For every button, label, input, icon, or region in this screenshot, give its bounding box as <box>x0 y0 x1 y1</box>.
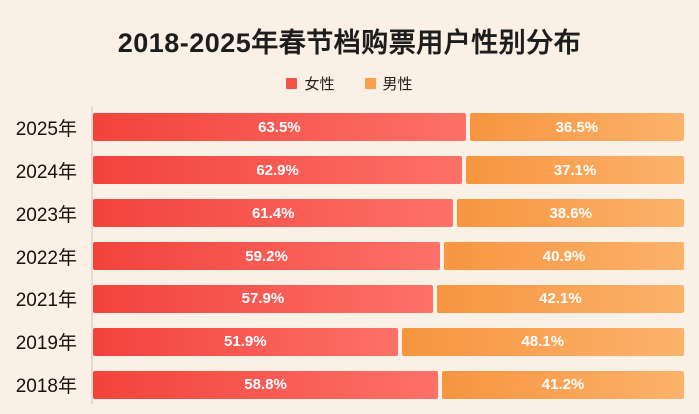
legend-item-female: 女性 <box>286 73 335 94</box>
male-bar-segment: 40.9% <box>444 242 684 270</box>
female-bar-segment: 58.8% <box>93 370 439 399</box>
female-value-label: 57.9% <box>241 290 285 308</box>
year-label: 2019年 <box>15 333 77 355</box>
stacked-bar: 62.9% 37.1% <box>93 156 684 185</box>
female-bar-segment: 62.9% <box>93 156 463 185</box>
bar-row: 2025年 63.5% 36.5% <box>0 106 699 149</box>
male-value-label: 42.1% <box>539 290 582 308</box>
male-value-label: 48.1% <box>521 333 565 351</box>
bar-row: 2023年 61.4% 38.6% <box>0 192 699 235</box>
stacked-bar: 51.9% 48.1% <box>93 327 684 356</box>
bar-row: 2018年 58.8% 41.2% <box>0 363 699 406</box>
female-bar-segment: 61.4% <box>93 199 454 228</box>
male-bar-segment: 42.1% <box>436 284 684 313</box>
stacked-bar: 61.4% 38.6% <box>93 199 684 228</box>
stacked-bar: 57.9% 42.1% <box>93 284 684 313</box>
female-swatch-icon <box>286 78 298 89</box>
bar-row: 2021年 57.9% 42.1% <box>0 277 699 320</box>
female-bar-segment: 57.9% <box>93 284 433 313</box>
female-value-label: 59.2% <box>245 247 288 265</box>
legend: 女性 男性 <box>0 73 699 94</box>
female-bar-segment: 63.5% <box>93 113 466 142</box>
female-bar-segment: 59.2% <box>93 242 441 270</box>
male-value-label: 37.1% <box>553 161 597 179</box>
male-value-label: 36.5% <box>555 118 599 136</box>
male-value-label: 40.9% <box>542 247 586 265</box>
chart-title: 2018-2025年春节档购票用户性别分布 <box>117 28 582 58</box>
stacked-bar-chart: 2025年 63.5% 36.5% 2024年 62.9% 37.1% 2023年 61.4%… <box>0 106 699 406</box>
female-value-label: 58.8% <box>244 376 287 394</box>
female-value-label: 51.9% <box>224 333 267 351</box>
year-label: 2023年 <box>15 204 77 226</box>
legend-label-male: 男性 <box>382 76 413 93</box>
legend-item-male: 男性 <box>364 73 413 94</box>
year-label: 2018年 <box>15 376 77 398</box>
male-bar-segment: 36.5% <box>469 113 684 142</box>
male-bar-segment: 38.6% <box>457 199 684 228</box>
year-label: 2025年 <box>15 118 77 140</box>
male-bar-segment: 41.2% <box>442 370 684 399</box>
female-bar-segment: 51.9% <box>93 327 398 356</box>
bar-row: 2024年 62.9% 37.1% <box>0 149 699 192</box>
year-label: 2021年 <box>15 290 77 312</box>
female-value-label: 61.4% <box>251 204 295 222</box>
year-label: 2022年 <box>15 247 77 269</box>
male-bar-segment: 37.1% <box>466 156 684 185</box>
female-value-label: 62.9% <box>256 161 299 179</box>
stacked-bar: 59.2% 40.9% <box>93 242 684 270</box>
bar-row: 2022年 59.2% 40.9% <box>0 235 699 278</box>
y-axis-line <box>91 106 93 404</box>
year-label: 2024年 <box>15 161 77 183</box>
male-bar-segment: 48.1% <box>401 327 684 356</box>
bar-row: 2019年 51.9% 48.1% <box>0 320 699 363</box>
stacked-bar: 58.8% 41.2% <box>93 370 684 399</box>
chart-rows: 2025年 63.5% 36.5% 2024年 62.9% 37.1% 2023年 61.4%… <box>0 106 699 406</box>
stacked-bar: 63.5% 36.5% <box>93 113 684 142</box>
male-value-label: 41.2% <box>541 376 585 394</box>
male-value-label: 38.6% <box>549 204 592 222</box>
legend-label-female: 女性 <box>304 76 335 93</box>
female-value-label: 63.5% <box>258 118 301 136</box>
male-swatch-icon <box>364 78 376 89</box>
